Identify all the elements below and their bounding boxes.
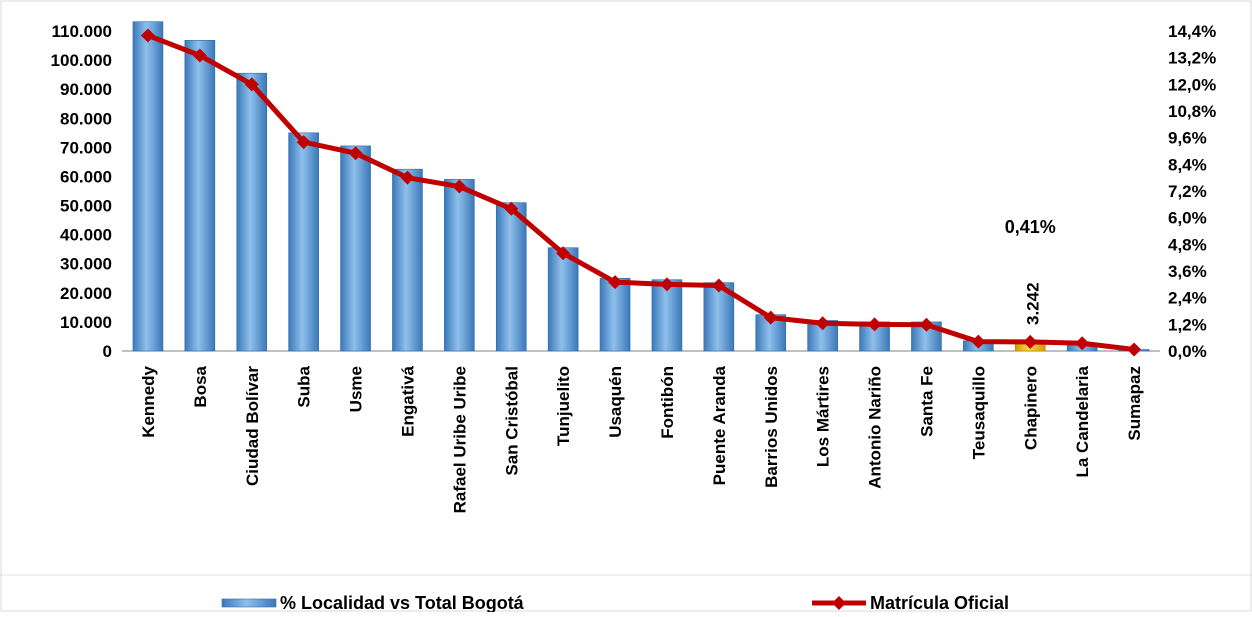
line-point-marker — [1075, 336, 1090, 351]
x-tick-label: San Cristóbal — [502, 366, 521, 476]
line-point-marker — [348, 146, 363, 161]
y-right-tick-label: 7,2% — [1168, 182, 1207, 201]
x-tick-label: Santa Fe — [917, 366, 936, 437]
x-tick-label: Teusaquillo — [969, 366, 988, 459]
bar — [547, 247, 579, 352]
x-tick-label: Engativá — [398, 365, 417, 436]
x-tick-label: Suba — [295, 365, 314, 407]
x-tick-label: Tunjuelito — [554, 366, 573, 446]
y-left-tick-label: 50.000 — [60, 197, 112, 216]
y-left-tick-label: 90.000 — [60, 80, 112, 99]
y-right-tick-label: 10,8% — [1168, 102, 1216, 121]
line-point-marker — [296, 135, 311, 150]
legend-swatch-marker — [832, 596, 846, 610]
bar — [599, 277, 631, 352]
bar — [236, 72, 268, 352]
x-tick-label: Los Mártires — [814, 366, 833, 467]
x-tick-label: Antonio Nariño — [866, 366, 885, 489]
x-tick-label: Barrios Unidos — [762, 366, 781, 488]
y-left-tick-label: 40.000 — [60, 226, 112, 245]
line-point-marker — [452, 179, 467, 194]
x-tick-label: Puente Aranda — [710, 365, 729, 485]
y-right-tick-label: 3,6% — [1168, 262, 1207, 281]
x-tick-label: Rafael Uribe Uribe — [450, 366, 469, 513]
y-right-tick-label: 14,4% — [1168, 22, 1216, 41]
line-point-marker — [1023, 334, 1038, 349]
y-left-tick-label: 80.000 — [60, 109, 112, 128]
x-tick-label: Usaquén — [606, 366, 625, 438]
line-point-marker — [919, 317, 934, 332]
line-point-marker — [659, 277, 674, 292]
y-left-tick-label: 100.000 — [51, 51, 112, 70]
x-tick-label: Usme — [347, 366, 366, 412]
y-left-tick-label: 70.000 — [60, 138, 112, 157]
data-label-value: 3.242 — [1023, 282, 1042, 325]
bar — [495, 202, 527, 352]
line-point-marker — [608, 275, 623, 290]
line-point-marker — [815, 316, 830, 331]
y-right-tick-label: 1,2% — [1168, 315, 1207, 334]
line-point-marker — [556, 246, 571, 261]
x-tick-label: Chapinero — [1021, 366, 1040, 450]
bar — [651, 279, 683, 352]
legend-label-bar: % Localidad vs Total Bogotá — [280, 593, 525, 612]
bar — [340, 145, 371, 352]
x-tick-label: Kennedy — [139, 365, 158, 437]
y-right-tick-label: 12,0% — [1168, 75, 1216, 94]
y-right-tick-label: 0,0% — [1168, 342, 1207, 361]
y-right-tick-label: 4,8% — [1168, 235, 1207, 254]
y-left-tick-label: 10.000 — [60, 313, 112, 332]
bar — [392, 168, 423, 352]
line-point-marker — [140, 28, 155, 43]
line-point-marker — [971, 334, 986, 349]
x-tick-label: Bosa — [191, 365, 210, 407]
line-series-matricula — [145, 32, 1137, 352]
bar — [444, 179, 475, 352]
line-point-marker — [867, 317, 882, 332]
legend-swatch-bar — [221, 598, 277, 608]
line-point-marker — [244, 77, 259, 92]
y-left-tick-label: 20.000 — [60, 284, 112, 303]
y-left-tick-label: 0 — [103, 342, 112, 361]
bar — [184, 40, 216, 352]
y-left-tick-label: 30.000 — [60, 255, 112, 274]
line-point-marker — [1127, 342, 1142, 357]
y-left-tick-label: 110.000 — [51, 22, 112, 41]
y-right-tick-label: 6,0% — [1168, 209, 1207, 228]
line-point-marker — [763, 310, 778, 325]
x-tick-label: Ciudad Bolívar — [243, 366, 262, 486]
x-tick-label: Sumapaz — [1125, 366, 1144, 441]
y-right-tick-label: 2,4% — [1168, 289, 1207, 308]
y-right-tick-label: 13,2% — [1168, 49, 1216, 68]
x-tick-label: La Candelaria — [1073, 365, 1092, 477]
line-point-marker — [400, 170, 415, 185]
line-point-marker — [711, 278, 726, 293]
x-tick-label: Fontibón — [658, 366, 677, 439]
bar — [132, 21, 164, 352]
line-point-marker — [504, 201, 519, 216]
data-label-percent: 0,41% — [1005, 217, 1056, 237]
y-right-tick-label: 9,6% — [1168, 129, 1207, 148]
y-right-tick-label: 8,4% — [1168, 155, 1207, 174]
line-point-marker — [192, 48, 207, 63]
legend-label-line: Matrícula Oficial — [870, 593, 1009, 612]
bar — [288, 132, 319, 352]
y-left-tick-label: 60.000 — [60, 167, 112, 186]
